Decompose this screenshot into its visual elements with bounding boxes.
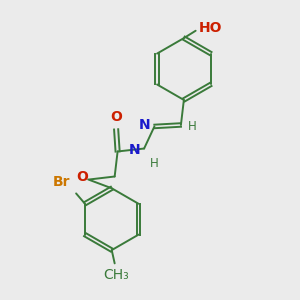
Text: CH₃: CH₃ xyxy=(103,268,129,282)
Text: N: N xyxy=(138,118,150,132)
Text: HO: HO xyxy=(199,21,222,35)
Text: Br: Br xyxy=(53,175,70,189)
Text: O: O xyxy=(76,170,88,184)
Text: N: N xyxy=(129,143,141,157)
Text: H: H xyxy=(149,158,158,170)
Text: H: H xyxy=(188,120,197,133)
Text: O: O xyxy=(110,110,122,124)
